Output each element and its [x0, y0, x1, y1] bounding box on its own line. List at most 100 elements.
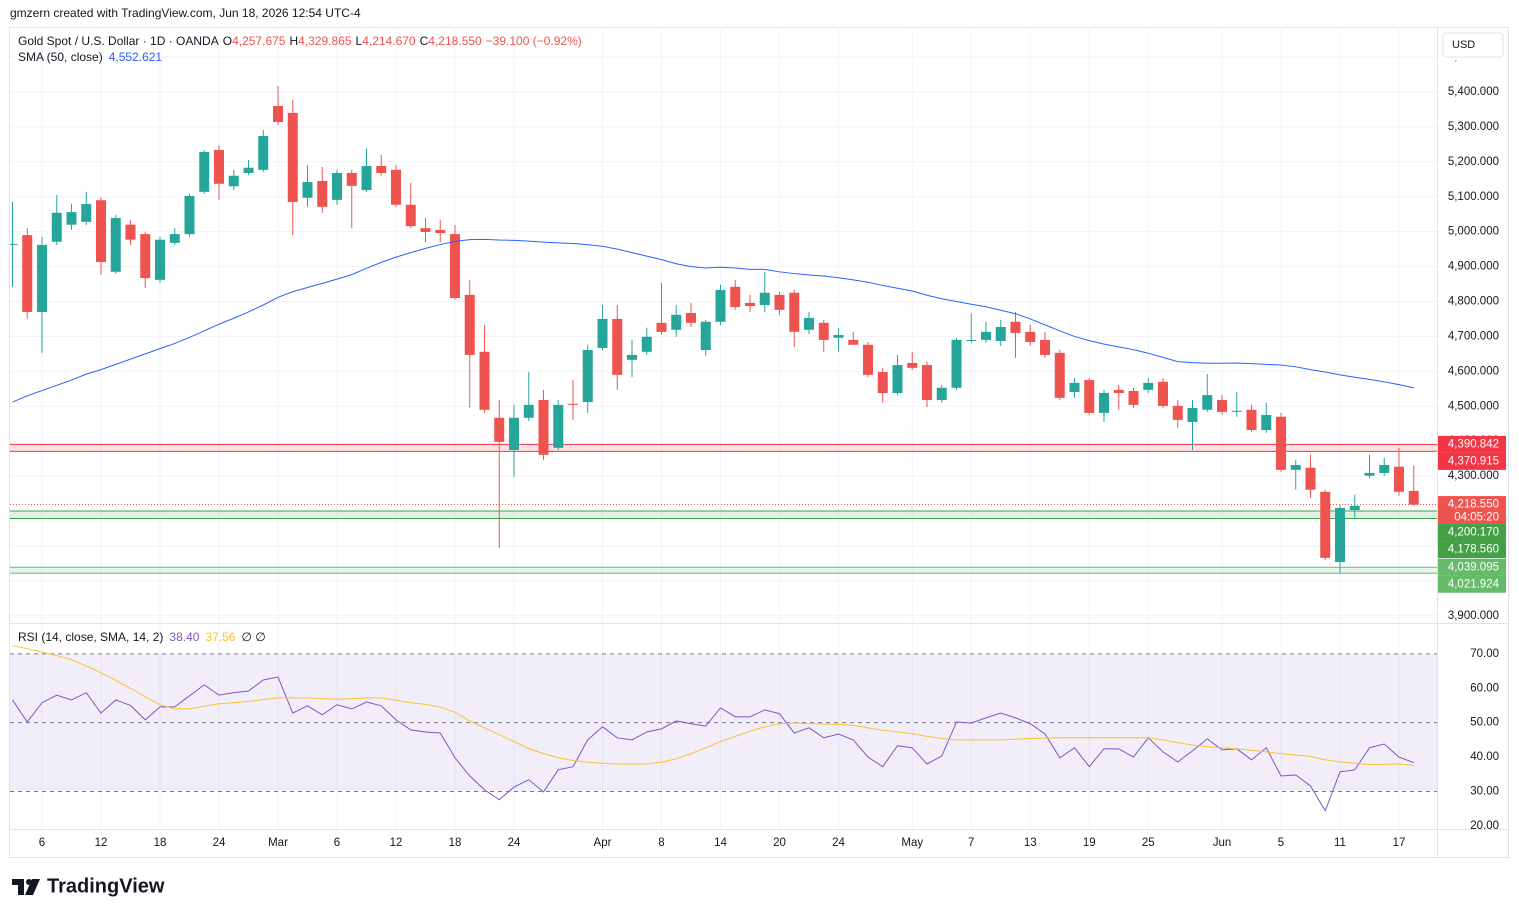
candle-body: [1054, 352, 1065, 398]
currency-button[interactable]: [1442, 32, 1504, 58]
price-label: 4,178.560: [1448, 544, 1499, 556]
y-tick-label: 4,900.000: [1448, 261, 1499, 273]
candle-body: [10, 243, 18, 245]
candle-body: [140, 234, 151, 279]
x-tick-label: 24: [213, 837, 226, 849]
candle-body: [1394, 466, 1404, 492]
candle-body: [863, 344, 873, 375]
candle-body: [1349, 505, 1360, 510]
x-tick-label: 24: [508, 837, 521, 849]
currency[interactable]: USD: [1452, 39, 1475, 51]
y-tick-label: 5,300.000: [1448, 121, 1499, 133]
candle-body: [1202, 395, 1213, 410]
candle-body: [199, 152, 210, 192]
candle-body: [1113, 389, 1124, 393]
candle-body: [877, 372, 888, 393]
x-tick-label: 20: [773, 837, 786, 849]
legend-value: 38.40: [169, 630, 199, 644]
legend-value: 4,329.865: [298, 34, 352, 48]
x-tick-label: Apr: [594, 837, 612, 849]
candle-body: [376, 165, 387, 173]
y-tick-label: 60.00: [1470, 682, 1499, 694]
legend: Gold Spot / U.S. Dollar · 1D · OANDA O4,2…: [18, 34, 582, 48]
candle-body: [582, 350, 593, 403]
candle-body: [966, 339, 977, 341]
candle-body: [804, 317, 814, 330]
legend-title: Gold Spot / U.S. Dollar · 1D · OANDA: [18, 34, 219, 48]
x-tick-label: 25: [1142, 837, 1155, 849]
y-tick-label: 40.00: [1470, 751, 1499, 763]
candle-body: [346, 172, 357, 186]
candle-body: [1172, 405, 1183, 420]
candle-body: [1099, 392, 1109, 413]
candle-body: [1069, 382, 1080, 392]
price-label-box: [1438, 496, 1506, 525]
candle-body: [1128, 390, 1139, 405]
candle-body: [892, 365, 903, 393]
x-tick-label: 12: [95, 837, 108, 849]
price-label: 04:05:20: [1454, 512, 1499, 524]
candle-body: [1217, 399, 1227, 412]
candle-body: [1040, 339, 1050, 355]
candle-body: [258, 135, 269, 170]
rsi-pane: [10, 645, 1437, 812]
candle-body: [155, 239, 165, 280]
candle-body: [936, 387, 947, 400]
y-tick-label: 4,800.000: [1448, 296, 1499, 308]
candle-body: [1084, 380, 1095, 413]
candle-body: [715, 289, 726, 322]
legend-name: SMA (50, close): [18, 50, 103, 64]
candle-body: [405, 204, 416, 227]
price-label: 4,200.170: [1448, 527, 1499, 539]
legend-title: RSI (14, close, SMA, 14, 2): [18, 630, 163, 644]
frame: [9, 27, 1509, 858]
x-tick-label: 19: [1083, 837, 1096, 849]
y-tick-label: 4,500.000: [1448, 400, 1499, 412]
y-tick-label: 5,000.000: [1448, 226, 1499, 238]
candle-body: [1364, 472, 1375, 476]
legend-value: 4,214.670: [362, 34, 416, 48]
candle-body: [1025, 331, 1036, 343]
legend-value: 4,552.621: [109, 50, 163, 64]
price-label: 4,218.550: [1448, 499, 1499, 511]
candle-body: [1187, 408, 1198, 422]
candle-body: [745, 302, 755, 307]
candle-body: [435, 229, 446, 234]
candle-body: [243, 167, 254, 173]
x-tick-label: May: [901, 837, 923, 849]
candle-body: [759, 292, 770, 305]
price-label-box: [1438, 541, 1506, 559]
price-label-box: [1438, 452, 1506, 470]
price-label: 4,021.924: [1448, 578, 1500, 590]
y-tick-label: 4,300.000: [1448, 470, 1499, 482]
x-tick-label: 8: [658, 837, 664, 849]
candle-body: [774, 294, 785, 310]
brand: TradingView: [47, 875, 165, 897]
candle-body: [169, 234, 180, 243]
candle-body: [1290, 464, 1301, 470]
candle-body: [523, 404, 534, 418]
y-tick-label: 5,100.000: [1448, 191, 1499, 203]
candle-body: [1231, 410, 1242, 412]
x-tick-label: Mar: [268, 837, 288, 849]
candle-body: [538, 399, 549, 455]
line-series: [12, 676, 1414, 812]
candle-body: [907, 362, 918, 368]
candle-body: [922, 365, 932, 400]
candle-body: [287, 112, 298, 202]
legend-key: O: [223, 34, 232, 48]
candle-body: [848, 339, 859, 345]
candle-body: [509, 417, 519, 450]
candle-body: [273, 105, 283, 122]
x-tick-label: 6: [334, 837, 340, 849]
candle-body: [81, 204, 92, 222]
y-tick-label: 5,200.000: [1448, 156, 1499, 168]
legend-value: 4,257.675: [232, 34, 286, 48]
candle-body: [671, 314, 682, 330]
x-tick-label: 18: [449, 837, 462, 849]
x-tick-label: 5: [1278, 837, 1284, 849]
legend: RSI (14, close, SMA, 14, 2) 38.40 37.56 ∅ ∅: [18, 630, 266, 644]
candle-body: [1379, 464, 1390, 473]
price-pane: [10, 86, 1437, 574]
